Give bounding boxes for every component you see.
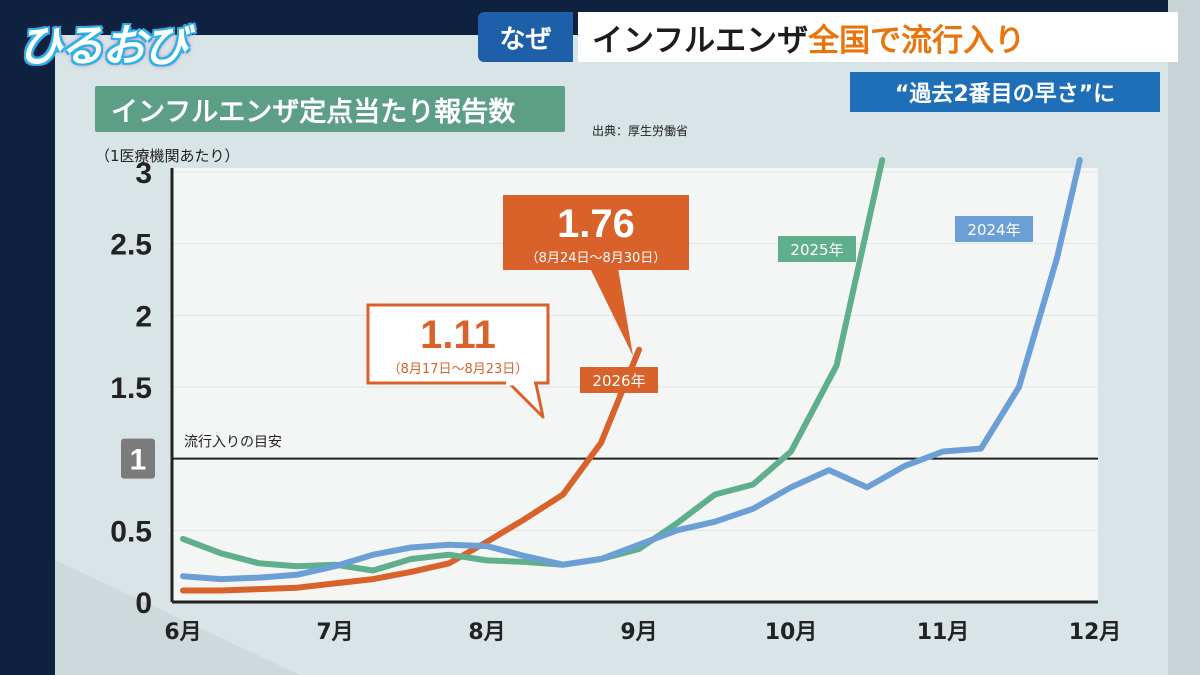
y-tick-label: 2: [135, 300, 152, 333]
chart-source: 出典：厚生労働省: [592, 124, 689, 138]
series-label: 2025年: [790, 241, 843, 259]
y-tick-label: 3: [135, 157, 152, 190]
headline-text: インフルエンザ: [592, 22, 809, 59]
callout-value: 1.11: [420, 313, 496, 357]
y-tick-label: 0: [135, 587, 152, 620]
series-line: [180, 157, 886, 574]
x-tick-label: 10月: [765, 620, 818, 645]
series-line: [180, 157, 1083, 583]
series-label: 2024年: [967, 221, 1020, 239]
headline-accent: 全国で流行入り: [808, 22, 1026, 59]
series-label-box: [580, 367, 658, 393]
show-logo: ひるおび: [18, 21, 188, 72]
chart-unit: （1医療機関あたり）: [95, 147, 240, 165]
callout-pointer: [590, 268, 633, 356]
x-tick-label: 8月: [468, 620, 505, 645]
x-tick-label: 7月: [316, 620, 353, 645]
callout-box: [366, 303, 550, 385]
y-tick-label: 2.5: [110, 229, 152, 262]
callout-value: 1.76: [557, 202, 635, 246]
series-label-box: [955, 216, 1033, 242]
y-tick-label: 0.5: [110, 515, 152, 548]
series-label: 2026年: [592, 372, 645, 390]
y-tick-label: 1.5: [110, 372, 152, 405]
threshold-tick-box: [121, 438, 155, 479]
callout-period: （8月17日～8月23日）: [388, 362, 529, 377]
x-tick-label: 6月: [164, 620, 201, 645]
x-tick-label: 12月: [1069, 620, 1122, 645]
x-tick-label: 9月: [620, 620, 657, 645]
series-label-box: [778, 236, 856, 262]
threshold-label: 流行入りの目安: [184, 435, 282, 451]
headline: インフルエンザ 全国で流行入り: [578, 12, 1178, 62]
series-line: [180, 346, 642, 594]
chart-title: インフルエンザ定点当たり報告数: [95, 86, 565, 132]
callout-box: [503, 195, 689, 270]
sub-headline: “過去2番目の早さ”に: [850, 72, 1160, 112]
callout-period: （8月24日～8月30日）: [526, 251, 667, 266]
x-tick-label: 11月: [917, 620, 970, 645]
topic-tag: なぜ: [478, 12, 573, 62]
y-tick-label: 1: [130, 444, 147, 477]
